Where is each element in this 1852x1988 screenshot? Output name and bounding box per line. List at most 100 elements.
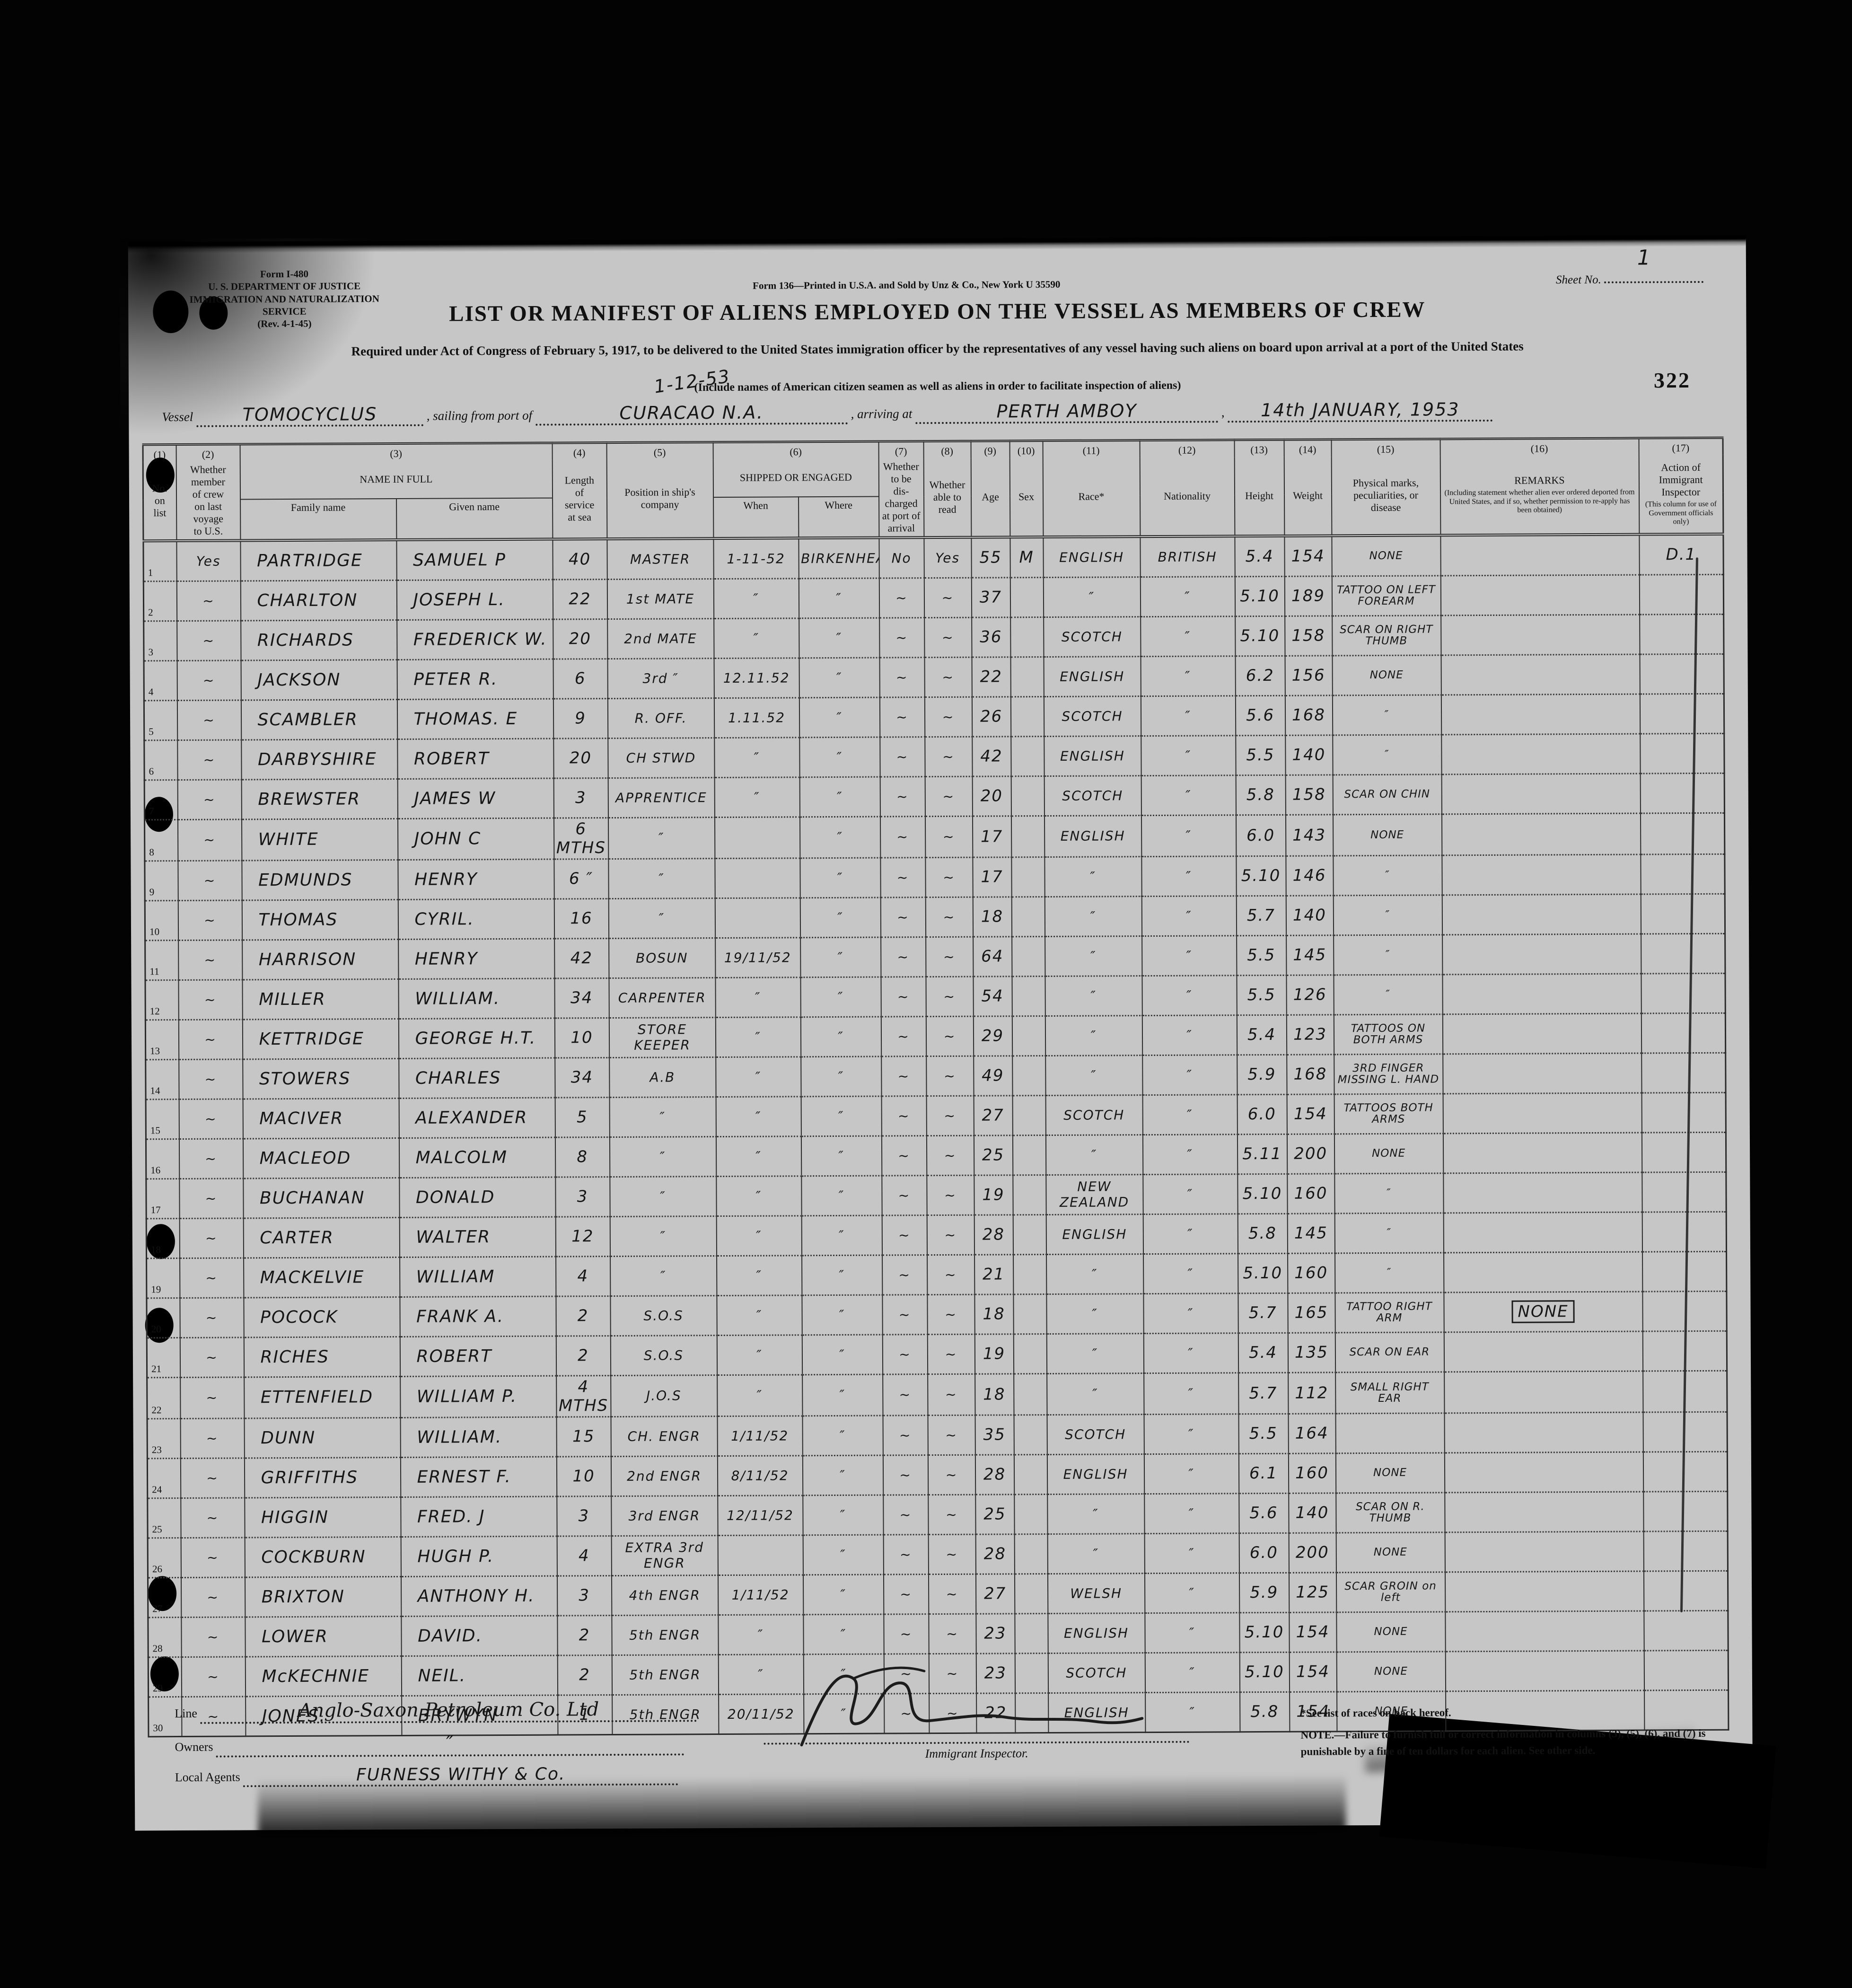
cell-crew-member: ~ [180,1337,244,1378]
table-row: 14 ~ STOWERS CHARLES 34 A.B ″ ″ ~ ~ 49 ″… [145,1052,1726,1100]
cell-given-name: WALTER [399,1216,556,1258]
cell-nationality: ″ [1143,1214,1238,1254]
cell-remarks [1441,813,1641,855]
cell-crew-member: ~ [180,1418,245,1459]
cell-height: 5.7 [1238,1293,1288,1333]
cell-nationality: ″ [1142,1015,1237,1056]
cell-family-name: DARBYSHIRE [241,739,398,780]
cell-discharged: ~ [880,937,926,977]
cell-able-to-read: ~ [925,816,973,858]
table-row: 13 ~ KETTRIDGE GEORGE H.T. 10 STORE KEEP… [145,1012,1726,1060]
cell-inspector-action [1641,893,1725,934]
table-row: 26 ~ COCKBURN HUGH P. 4 EXTRA 3rd ENGR ″… [148,1531,1728,1578]
cell-weight: 154 [1287,1094,1334,1134]
local-agents-field: Local Agents FURNESS WITHY & Co. [175,1764,697,1787]
cell-inspector-action: D.1 [1639,534,1724,575]
cell-shipped-where: ″ [803,1614,884,1654]
cell-age: 21 [974,1254,1013,1294]
cell-position: ″ [608,898,715,939]
cell-given-name: GEORGE H.T. [398,1018,555,1059]
col-num-15: (15) [1331,439,1440,457]
vessel-name-value: TOMOCYCLUS [242,404,377,425]
col-header-physical-marks: Physical marks, peculiarities, or diseas… [1331,456,1440,536]
cell-shipped-when: ″ [713,578,799,619]
arrival-date-blank: 14th JANUARY, 1953 [1228,398,1493,423]
cell-height: 5.6 [1235,695,1285,736]
cell-age: 18 [974,1373,1014,1415]
cell-sex [1011,976,1045,1016]
cell-discharged: ~ [883,1574,929,1614]
cell-shipped-where: ″ [801,1215,882,1256]
local-agents-value: FURNESS WITHY & Co. [356,1764,566,1785]
cell-inspector-action [1640,853,1725,894]
cell-service: 8 [555,1137,610,1177]
cell-age: 17 [972,816,1011,857]
cell-shipped-when [714,817,800,859]
cell-remarks [1442,973,1641,1014]
col-num-16: (16) [1440,438,1639,457]
cell-nationality: ″ [1143,1293,1238,1334]
cell-nationality: ″ [1144,1414,1239,1454]
cell-service: 6 [553,659,608,699]
crew-table-body: 1 Yes PARTRIDGE SAMUEL P 40 MASTER 1-11-… [143,534,1729,1737]
cell-height: 5.10 [1235,576,1285,616]
col-header-race: Race* [1043,457,1140,537]
cell-sex [1011,936,1045,976]
cell-height: 5.5 [1236,935,1286,976]
cell-weight: 140 [1286,895,1334,935]
cell-discharged: ~ [881,1056,927,1096]
arrival-blank: PERTH AMBOY [915,400,1219,424]
cell-inspector-action [1640,773,1725,813]
cell-age: 29 [973,1016,1012,1056]
cell-row-number: 2 [143,581,177,621]
cell-nationality: ″ [1143,1333,1238,1373]
cell-sex [1011,816,1044,857]
cell-remarks [1441,733,1641,774]
table-row: 15 ~ MACIVER ALEXANDER 5 ″ ″ ″ ~ ~ 27 SC… [146,1092,1726,1139]
cell-discharged: ~ [881,1096,927,1136]
cell-race: ″ [1046,1373,1144,1415]
cell-sex [1014,1494,1048,1534]
cell-sex [1011,897,1045,937]
cell-position: STORE KEEPER [609,1017,716,1058]
cell-age: 42 [972,736,1011,776]
cell-race: ″ [1046,1293,1144,1334]
cell-able-to-read: ~ [926,1175,974,1215]
cell-inspector-action [1643,1491,1728,1531]
cell-race: ENGLISH [1047,1613,1145,1654]
cell-shipped-when: ″ [716,1215,802,1256]
cell-nationality: ″ [1142,1055,1238,1095]
col-header-shipped-or-engaged: SHIPPED OR ENGAGED [713,458,879,497]
cell-weight: 145 [1287,1213,1335,1253]
cell-shipped-where: ″ [801,1294,883,1335]
cell-able-to-read: ~ [928,1494,976,1535]
cell-crew-member: ~ [176,581,241,621]
cell-family-name: MACKELVIE [243,1257,400,1298]
cell-row-number: 15 [146,1099,179,1139]
cell-row-number: 11 [145,940,178,980]
cell-family-name: THOMAS [242,899,398,940]
cell-remarks [1441,694,1640,735]
cell-remarks [1441,854,1641,895]
col-num-6: (6) [713,441,879,460]
cell-weight: 165 [1287,1293,1335,1333]
cell-shipped-when: ″ [716,1136,801,1177]
cell-nationality: ″ [1143,1253,1238,1294]
cell-shipped-when: 1.11.52 [714,697,799,738]
cell-height: 5.10 [1236,855,1286,896]
cell-race: ENGLISH [1044,815,1141,857]
cell-discharged: ~ [882,1255,927,1295]
col-header-discharged: Whether to be dis- charged at port of ar… [878,458,924,538]
cell-weight: 168 [1285,695,1333,735]
cell-able-to-read: ~ [924,577,972,618]
cell-age: 28 [975,1454,1014,1495]
cell-nationality: ″ [1141,695,1236,736]
cell-race: ″ [1046,1333,1144,1374]
cell-row-number: 7 [144,780,178,820]
cell-shipped-when: ″ [715,1017,801,1057]
cell-discharged: ~ [880,776,925,817]
cell-physical-marks: SCAR ON RIGHT THUMB [1332,615,1441,656]
cell-inspector-action [1641,1171,1727,1212]
cell-remarks [1440,574,1640,616]
cell-remarks [1442,1053,1642,1094]
